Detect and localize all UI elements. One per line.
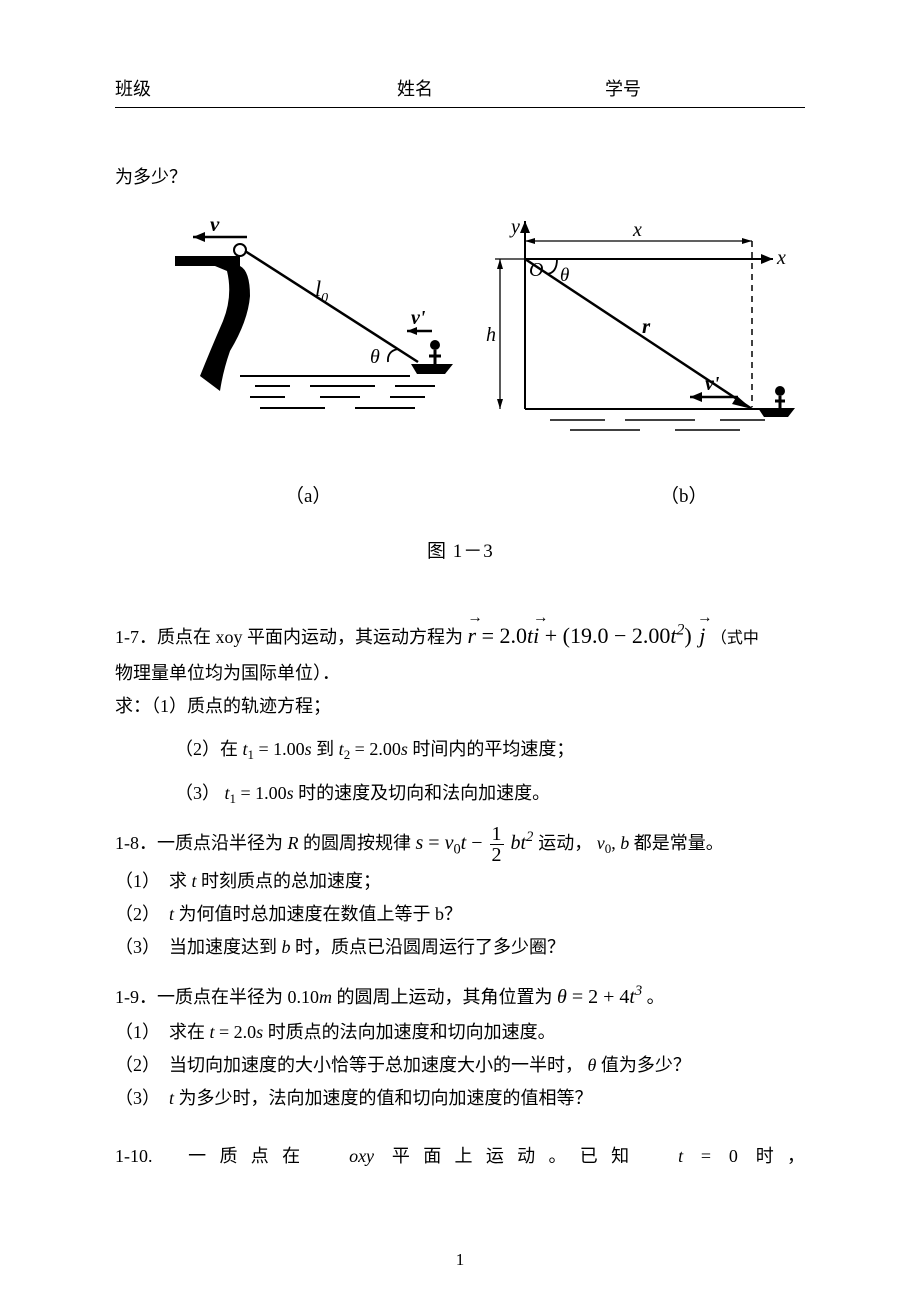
y-label: y: [509, 216, 520, 238]
diagram-a: v l0 θ v': [155, 201, 455, 431]
p17-line4-mid: 到: [316, 739, 334, 759]
theta-arc-b: [547, 259, 557, 274]
p19-head: 1-9．一质点在半径为: [115, 987, 283, 1007]
person-head-a: [430, 340, 440, 350]
problem-1-9: 1-9．一质点在半径为 0.10m 的圆周上运动，其角位置为 θ = 2 + 4…: [115, 979, 805, 1116]
p18-v0b: v0, b: [597, 833, 629, 853]
vprime-label-a: v': [411, 307, 426, 329]
p18-s2: t 为何值时总加速度在数值上等于 b？: [169, 904, 462, 924]
rope: [245, 251, 418, 362]
p110-oxy: oxy: [349, 1146, 374, 1166]
p17-line5-head: （3）: [175, 783, 220, 803]
l0-label: l0: [315, 276, 328, 306]
p17-line5-tail: 时的速度及切向和法向加速度。: [298, 783, 550, 803]
p18-s1: 求 t 时刻质点的总加速度；: [169, 871, 381, 891]
person-body-a: [429, 350, 441, 364]
figure-1-3: v l0 θ v' y: [115, 201, 805, 531]
pulley: [234, 244, 246, 256]
p18-s3-head: （3）: [115, 937, 160, 957]
p17-line4-tail: 时间内的平均速度；: [412, 739, 574, 759]
p17-line4-head: （2）在: [175, 739, 238, 759]
x-axis-label: x: [776, 247, 786, 269]
p19-s3: t 为多少时，法向加速度的值和切向加速度的值相等？: [169, 1088, 593, 1108]
theta-label-a: θ: [370, 346, 380, 368]
sublabel-a: （a）: [285, 481, 331, 508]
p19-s3-head: （3）: [115, 1088, 160, 1108]
p110-body-b: 平面上运动。已知: [392, 1146, 643, 1166]
shore-shape: [175, 256, 250, 391]
h-label: h: [486, 324, 496, 346]
p17-head: 1-7．质点在 xoy 平面内运动，其运动方程为: [115, 627, 463, 647]
p17-t2: t2 = 2.00s: [339, 739, 408, 759]
p19-s1-head: （1）: [115, 1022, 160, 1042]
v-label: v: [210, 212, 220, 236]
boat-b: [758, 408, 795, 417]
p18-tail: 都是常量。: [634, 833, 724, 853]
p17-t1: t1 = 1.00s: [243, 739, 312, 759]
p18-s3: 当加速度达到 b 时，质点已沿圆周运行了多少圈？: [169, 937, 565, 957]
p18-mid1: 的圆周按规律: [303, 833, 411, 853]
p18-s1-head: （1）: [115, 871, 160, 891]
problem-1-8: 1-8．一质点沿半径为 R 的圆周按规律 s = v0t − 12 bt2 运动…: [115, 824, 805, 965]
p19-s2: 当切向加速度的大小恰等于总加速度大小的一半时， θ 值为多少？: [169, 1055, 691, 1075]
p17-line2: 物理量单位均为国际单位）．: [115, 657, 805, 690]
p18-eq: s = v0t − 12 bt2: [416, 832, 539, 854]
x-span-label: x: [632, 219, 642, 241]
theta-arc-a: [388, 349, 398, 362]
p18-R: R: [288, 833, 299, 853]
x-axis-arrow: [761, 254, 773, 264]
p17-tail: （式中: [711, 630, 759, 647]
class-field-label[interactable]: 班级: [115, 75, 315, 101]
p19-tail: 。: [647, 987, 665, 1007]
p18-mid2: 运动，: [538, 833, 592, 853]
r-label: r: [642, 314, 651, 338]
diagram-b: y x O x h r θ v': [465, 201, 805, 441]
problem-1-7: 1-7．质点在 xoy 平面内运动，其运动方程为 r = 2.0ti + (19…: [115, 616, 805, 810]
v-arrow-head: [193, 232, 205, 242]
problems-section: 1-7．质点在 xoy 平面内运动，其运动方程为 r = 2.0ti + (19…: [115, 616, 805, 1173]
id-field-label[interactable]: 学号: [515, 75, 805, 101]
p110-body-a: 一质点在: [188, 1146, 313, 1166]
p19-mid: 的圆周上运动，其角位置为: [337, 987, 558, 1007]
y-axis-arrow: [520, 221, 530, 233]
p19-rval: 0.10m: [288, 987, 333, 1007]
p19-s1: 求在 t = 2.0s 时质点的法向加速度和切向加速度。: [169, 1022, 556, 1042]
previous-question-fragment: 为多少？: [115, 163, 805, 189]
figure-caption: 图 1－3: [427, 536, 494, 563]
page-number: 1: [0, 1250, 920, 1270]
p17-equation: r = 2.0ti + (19.0 − 2.00t2) j: [468, 623, 711, 648]
vprime-head-b: [690, 392, 702, 402]
p110-t: t = 0: [678, 1146, 738, 1166]
p17-line3: 求：（1）质点的轨迹方程；: [115, 690, 805, 723]
p110-body-c: 时，: [756, 1146, 805, 1166]
p19-eq: θ = 2 + 4t3: [557, 986, 642, 1008]
p18-head: 1-8．一质点沿半径为: [115, 833, 283, 853]
vprime-label-b: v': [705, 373, 720, 395]
theta-label-b: θ: [560, 265, 569, 286]
sublabel-b: （b）: [660, 481, 708, 508]
problem-1-10: 1-10. 一质点在 oxy 平面上运动。已知 t = 0 时，: [115, 1140, 805, 1173]
water-lines-b: [550, 420, 765, 430]
p18-s2-head: （2）: [115, 904, 160, 924]
name-field-label[interactable]: 姓名: [315, 75, 515, 101]
person-body-b: [775, 396, 785, 408]
boat-a: [411, 364, 453, 374]
p17-t1b: t1 = 1.00s: [225, 783, 294, 803]
person-head-b: [775, 386, 785, 396]
p110-head: 1-10.: [115, 1146, 153, 1166]
page-header: 班级 姓名 学号: [115, 75, 805, 108]
water-lines-a: [240, 376, 435, 408]
p19-s2-head: （2）: [115, 1055, 160, 1075]
